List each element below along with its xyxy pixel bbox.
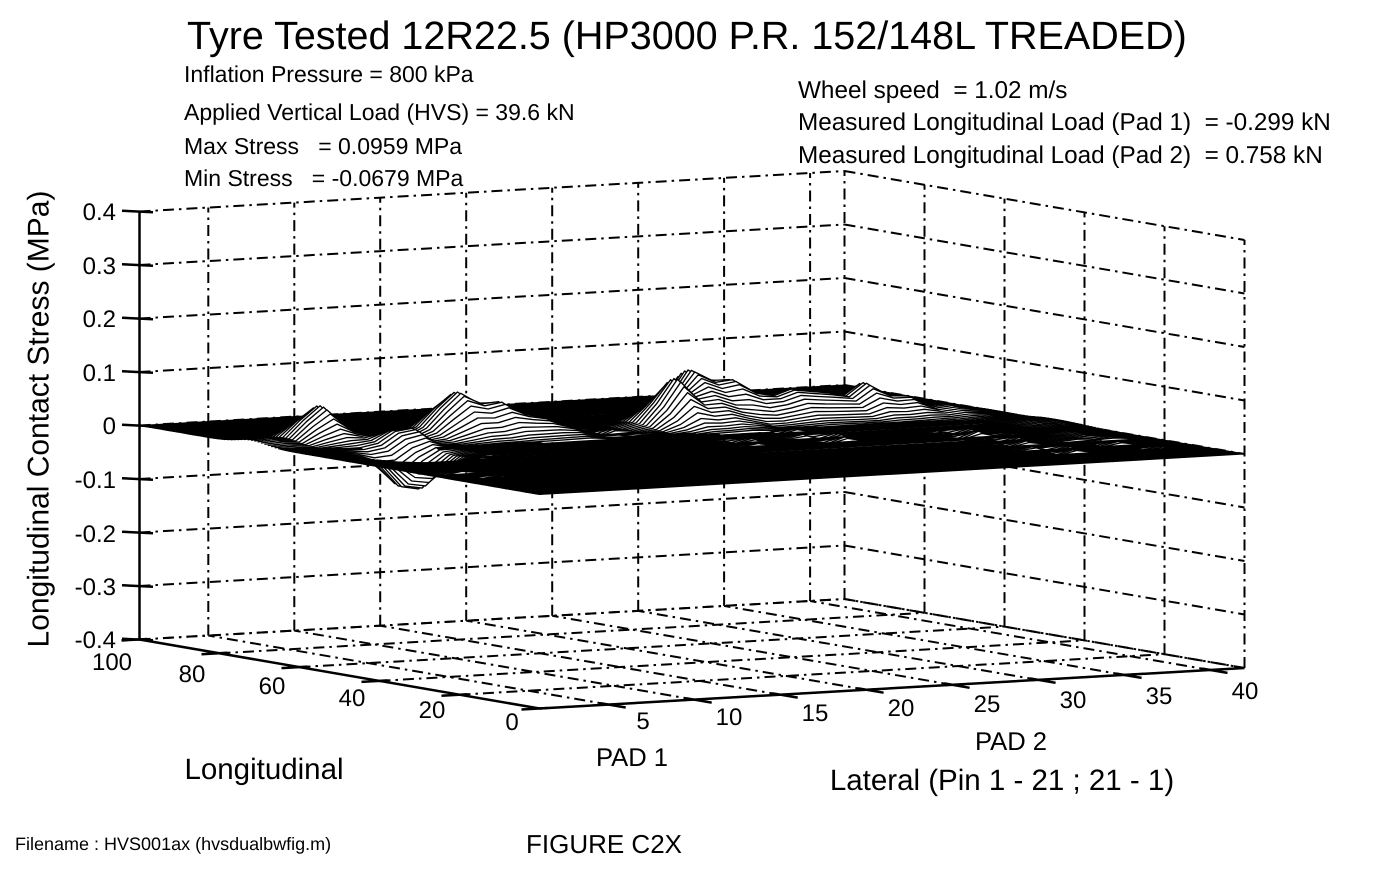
svg-text:PAD 1: PAD 1 xyxy=(596,744,668,772)
svg-text:0.3: 0.3 xyxy=(83,253,116,280)
svg-text:Filename : HVS001ax (hvsdualbw: Filename : HVS001ax (hvsdualbwfig.m) xyxy=(15,834,331,854)
svg-text:Longitudinal: Longitudinal xyxy=(184,753,343,786)
svg-text:30: 30 xyxy=(1060,687,1087,714)
svg-text:Inflation Pressure = 800 kPa: Inflation Pressure = 800 kPa xyxy=(184,61,474,87)
svg-text:25: 25 xyxy=(974,691,1001,718)
svg-text:0.2: 0.2 xyxy=(83,306,116,333)
svg-text:PAD 2: PAD 2 xyxy=(975,728,1047,756)
svg-text:35: 35 xyxy=(1146,683,1173,710)
svg-text:-0.2: -0.2 xyxy=(75,521,116,548)
svg-text:10: 10 xyxy=(716,704,743,731)
svg-text:0.4: 0.4 xyxy=(83,199,116,226)
svg-text:20: 20 xyxy=(419,697,446,724)
svg-text:0.1: 0.1 xyxy=(83,360,116,387)
svg-text:Lateral (Pin 1 - 21 ; 21 - 1): Lateral (Pin 1 - 21 ; 21 - 1) xyxy=(830,764,1174,797)
svg-text:60: 60 xyxy=(259,673,286,700)
svg-text:100: 100 xyxy=(92,649,132,676)
svg-text:5: 5 xyxy=(636,708,649,735)
svg-text:Measured Longitudinal Load (Pa: Measured Longitudinal Load (Pad 2) = 0.7… xyxy=(798,142,1323,169)
svg-text:Measured Longitudinal Load (Pa: Measured Longitudinal Load (Pad 1) = -0.… xyxy=(798,109,1331,136)
svg-text:-0.4: -0.4 xyxy=(75,627,116,654)
svg-text:80: 80 xyxy=(179,661,206,688)
svg-text:15: 15 xyxy=(802,700,829,727)
svg-text:Tyre Tested 12R22.5 (HP3000 P.: Tyre Tested 12R22.5 (HP3000 P.R. 152/148… xyxy=(187,14,1187,58)
svg-text:Wheel speed = 1.02 m/s: Wheel speed = 1.02 m/s xyxy=(798,77,1067,104)
svg-text:0: 0 xyxy=(505,709,518,736)
svg-text:-0.1: -0.1 xyxy=(75,467,116,494)
svg-text:20: 20 xyxy=(888,695,915,722)
svg-text:Min Stress = -0.0679 MPa: Min Stress = -0.0679 MPa xyxy=(184,165,464,191)
svg-text:-0.3: -0.3 xyxy=(75,574,116,601)
svg-text:0: 0 xyxy=(103,413,116,440)
svg-text:Applied Vertical Load (HVS) =: Applied Vertical Load (HVS) = 39.6 kN xyxy=(184,99,575,125)
svg-text:40: 40 xyxy=(339,685,366,712)
svg-text:Max Stress = 0.0959 MPa: Max Stress = 0.0959 MPa xyxy=(184,133,462,159)
svg-text:40: 40 xyxy=(1232,678,1259,705)
svg-text:Longitudinal Contact Stress (M: Longitudinal Contact Stress (MPa) xyxy=(23,191,56,648)
svg-text:FIGURE C2X: FIGURE C2X xyxy=(526,829,682,859)
